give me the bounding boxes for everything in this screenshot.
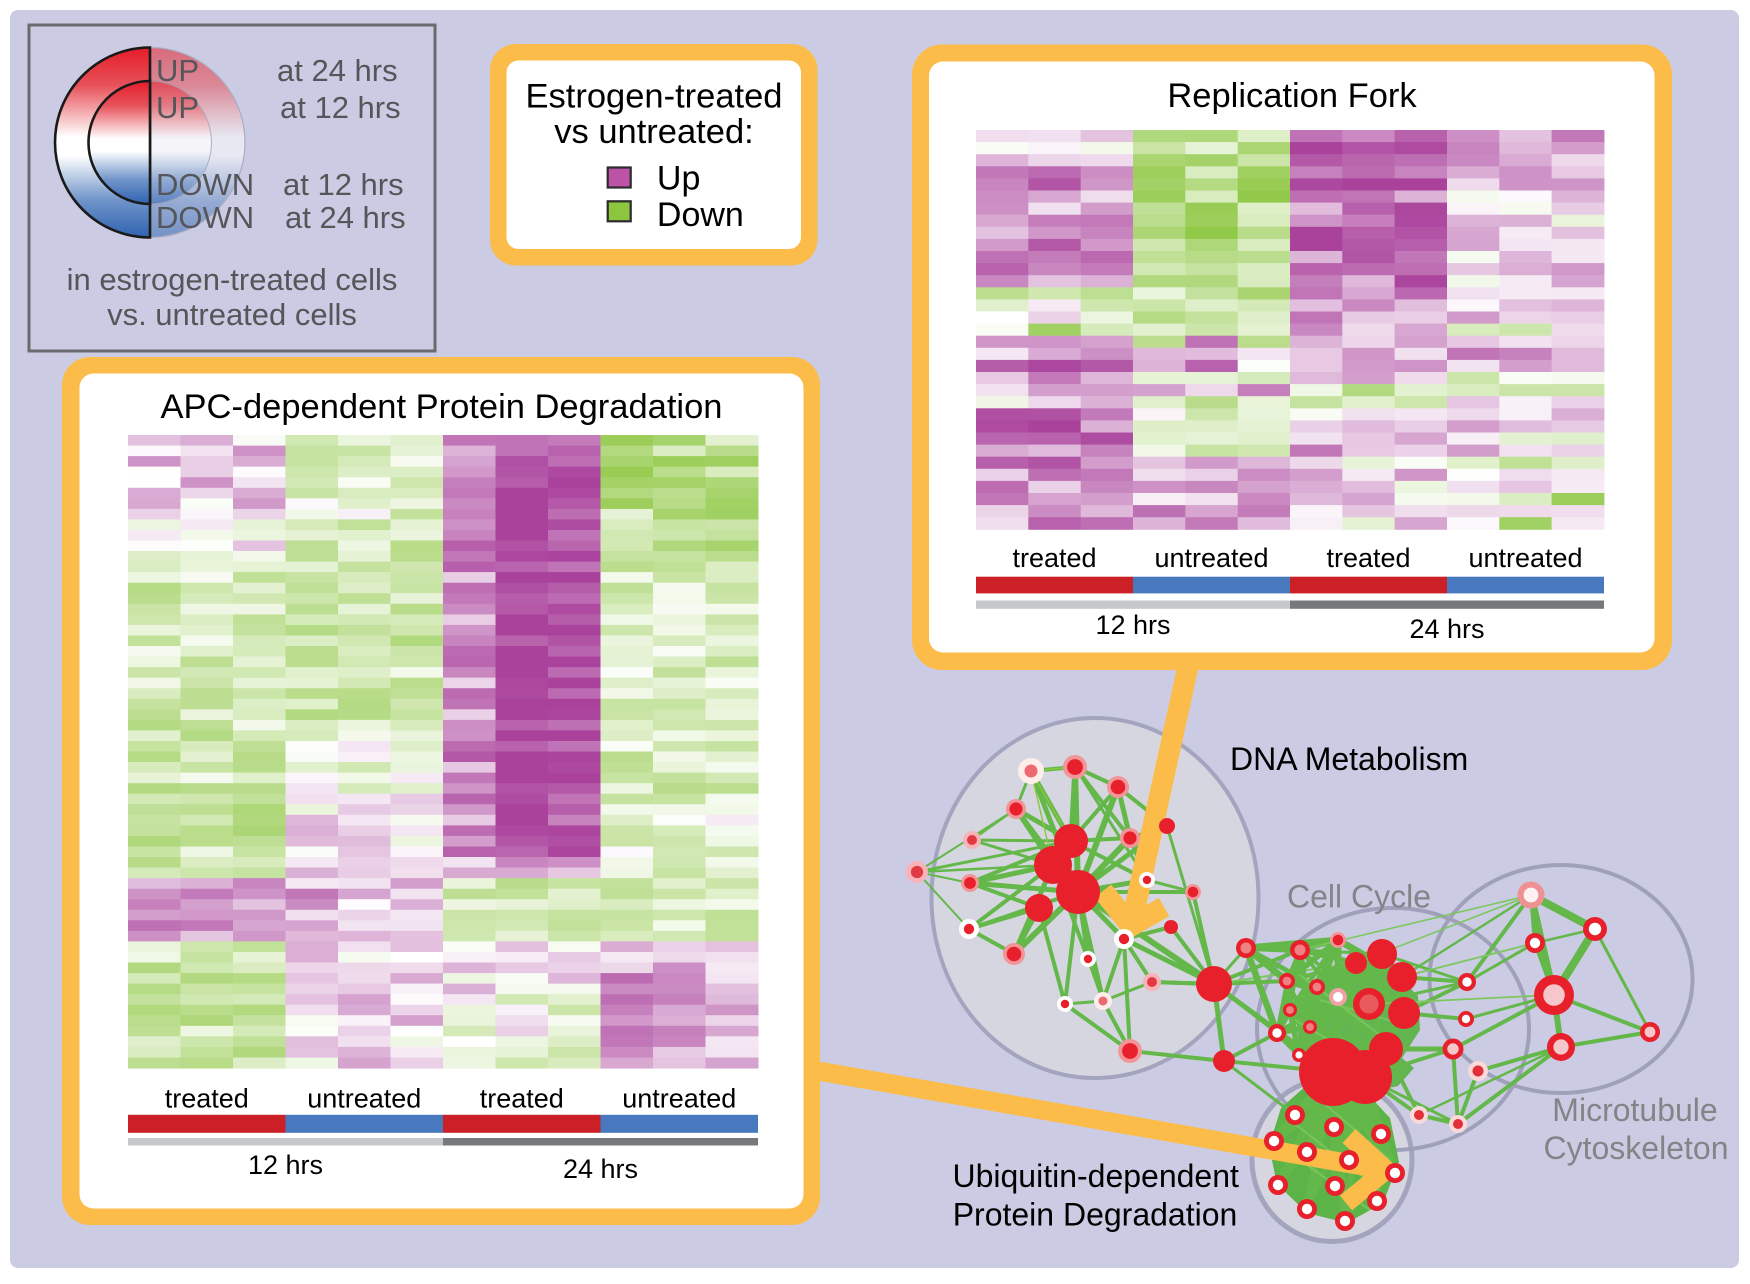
svg-text:at 12 hrs: at 12 hrs bbox=[283, 167, 404, 202]
svg-text:treated: treated bbox=[1012, 543, 1096, 573]
svg-text:DNA Metabolism: DNA Metabolism bbox=[1230, 741, 1468, 777]
svg-text:Estrogen-treated: Estrogen-treated bbox=[526, 78, 783, 116]
svg-text:12 hrs: 12 hrs bbox=[1095, 610, 1170, 640]
svg-text:Up: Up bbox=[657, 160, 700, 198]
svg-text:UP: UP bbox=[156, 53, 199, 88]
svg-text:treated: treated bbox=[480, 1084, 564, 1114]
svg-text:treated: treated bbox=[165, 1084, 249, 1114]
svg-text:DOWN: DOWN bbox=[156, 167, 254, 202]
svg-text:untreated: untreated bbox=[1154, 543, 1268, 573]
svg-text:Replication Fork: Replication Fork bbox=[1167, 77, 1417, 115]
svg-text:Cytoskeleton: Cytoskeleton bbox=[1544, 1130, 1729, 1166]
svg-text:vs. untreated cells: vs. untreated cells bbox=[107, 297, 357, 332]
svg-text:Microtubule: Microtubule bbox=[1552, 1092, 1717, 1128]
svg-text:Down: Down bbox=[657, 196, 744, 234]
svg-text:vs untreated:: vs untreated: bbox=[554, 113, 753, 151]
svg-text:Protein Degradation: Protein Degradation bbox=[953, 1197, 1238, 1233]
svg-text:24 hrs: 24 hrs bbox=[1409, 614, 1484, 644]
svg-text:in estrogen-treated cells: in estrogen-treated cells bbox=[67, 262, 398, 297]
svg-text:Cell Cycle: Cell Cycle bbox=[1287, 879, 1431, 915]
svg-text:untreated: untreated bbox=[1468, 543, 1582, 573]
svg-text:APC-dependent Protein Degradat: APC-dependent Protein Degradation bbox=[161, 388, 723, 426]
svg-text:untreated: untreated bbox=[307, 1084, 421, 1114]
svg-text:untreated: untreated bbox=[622, 1084, 736, 1114]
svg-text:at 24 hrs: at 24 hrs bbox=[277, 53, 398, 88]
svg-text:Ubiquitin-dependent: Ubiquitin-dependent bbox=[952, 1158, 1239, 1194]
svg-text:treated: treated bbox=[1326, 543, 1410, 573]
svg-text:at 24 hrs: at 24 hrs bbox=[285, 200, 406, 235]
svg-text:UP: UP bbox=[156, 90, 199, 125]
svg-text:at 12 hrs: at 12 hrs bbox=[280, 90, 401, 125]
svg-text:DOWN: DOWN bbox=[156, 200, 254, 235]
svg-text:24 hrs: 24 hrs bbox=[563, 1154, 638, 1184]
svg-text:12 hrs: 12 hrs bbox=[248, 1150, 323, 1180]
